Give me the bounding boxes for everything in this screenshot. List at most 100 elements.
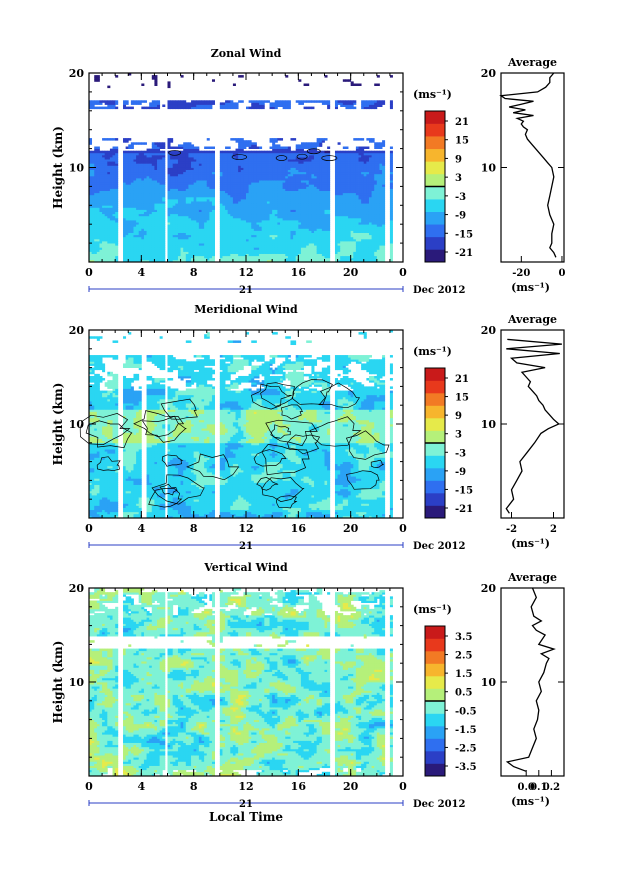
heatmap-cell xyxy=(154,178,158,181)
heatmap-cell xyxy=(172,241,176,244)
heatmap-cell xyxy=(167,224,171,227)
heatmap-cell xyxy=(227,188,231,191)
heatmap-cell xyxy=(172,180,176,183)
heatmap-cell xyxy=(204,173,208,177)
heatmap-cell xyxy=(91,249,95,252)
heatmap-cell xyxy=(248,163,252,166)
heatmap-cell xyxy=(248,228,252,231)
heatmap-cell xyxy=(227,215,231,219)
heatmap-cell xyxy=(251,249,255,252)
heatmap-cell xyxy=(230,180,234,183)
heatmap-cell xyxy=(96,102,100,105)
heatmap-cell xyxy=(246,209,250,212)
heatmap-cell xyxy=(89,220,93,223)
heatmap-cell xyxy=(238,205,242,208)
heatmap-cell xyxy=(89,167,93,170)
heatmap-cell xyxy=(219,154,223,158)
heatmap-cell xyxy=(94,201,98,204)
heatmap-cell xyxy=(115,154,119,158)
heatmap-cell xyxy=(91,255,95,259)
heatmap-cell xyxy=(123,159,127,162)
heatmap-cell xyxy=(151,75,155,78)
heatmap-cell xyxy=(243,154,247,158)
heatmap-cell xyxy=(149,259,153,263)
heatmap-cell xyxy=(248,253,252,257)
heatmap-cell xyxy=(125,188,129,191)
heatmap-cell xyxy=(227,241,231,244)
heatmap-cell xyxy=(170,232,174,236)
heatmap-cell xyxy=(172,222,176,225)
heatmap-cell xyxy=(177,186,181,189)
heatmap-cell xyxy=(159,173,163,177)
heatmap-cell xyxy=(94,77,98,80)
heatmap-cell xyxy=(180,243,184,246)
heatmap-cell xyxy=(204,232,208,236)
heatmap-cell xyxy=(172,247,176,250)
heatmap-cell xyxy=(185,245,189,248)
heatmap-cell xyxy=(130,102,134,105)
heatmap-cell xyxy=(146,213,150,217)
heatmap-cell xyxy=(259,150,263,154)
heatmap-cell xyxy=(154,196,158,200)
heatmap-cell xyxy=(143,255,147,259)
heatmap-cell xyxy=(104,163,108,166)
heatmap-cell xyxy=(230,203,234,206)
heatmap-cell xyxy=(219,228,223,231)
heatmap-cell xyxy=(193,171,197,175)
heatmap-cell xyxy=(149,157,153,160)
heatmap-cell xyxy=(123,238,127,242)
heatmap-cell xyxy=(175,211,179,215)
heatmap-cell xyxy=(162,255,166,259)
heatmap-cell xyxy=(198,102,202,105)
heatmap-cell xyxy=(175,169,179,173)
heatmap-cell xyxy=(91,238,95,242)
heatmap-cell xyxy=(112,259,116,263)
heatmap-cell xyxy=(130,207,134,210)
heatmap-cell xyxy=(123,190,127,194)
heatmap-cell xyxy=(193,238,197,242)
heatmap-cell xyxy=(99,184,103,187)
heatmap-cell xyxy=(246,188,250,191)
heatmap-cell xyxy=(112,213,116,217)
heatmap-cell xyxy=(253,106,257,110)
heatmap-cell xyxy=(230,217,234,221)
heatmap-cell xyxy=(151,190,155,194)
heatmap-cell xyxy=(143,232,147,236)
heatmap-cell xyxy=(235,253,239,257)
heatmap-cell xyxy=(238,259,242,263)
heatmap-cell xyxy=(146,180,150,183)
heatmap-cell xyxy=(162,211,166,215)
heatmap-cell xyxy=(130,232,134,236)
heatmap-cell xyxy=(151,167,155,170)
heatmap-cell xyxy=(251,163,255,166)
heatmap-cell xyxy=(170,217,174,221)
heatmap-cell xyxy=(219,213,223,217)
heatmap-cell xyxy=(138,178,142,181)
heatmap-cell xyxy=(225,238,229,242)
heatmap-cell xyxy=(185,163,189,166)
heatmap-cell xyxy=(115,184,119,187)
heatmap-cell xyxy=(180,220,184,223)
heatmap-cell xyxy=(238,199,242,202)
heatmap-cell xyxy=(211,220,215,223)
heatmap-cell xyxy=(175,199,179,202)
heatmap-cell xyxy=(170,245,174,248)
heatmap-cell xyxy=(193,102,197,105)
heatmap-cell xyxy=(230,211,234,215)
heatmap-cell xyxy=(96,228,100,231)
heatmap-cell xyxy=(188,247,192,250)
heatmap-cell xyxy=(154,175,158,179)
heatmap-cell xyxy=(206,190,210,194)
heatmap-cell xyxy=(133,178,137,181)
heatmap-cell xyxy=(128,150,132,154)
heatmap-cell xyxy=(151,148,155,152)
heatmap-cell xyxy=(266,100,270,103)
heatmap-cell xyxy=(206,186,210,189)
heatmap-cell xyxy=(136,217,140,221)
heatmap-cell xyxy=(141,211,145,215)
heatmap-cell xyxy=(191,226,195,229)
heatmap-cell xyxy=(211,251,215,254)
heatmap-cell xyxy=(177,224,181,227)
heatmap-cell xyxy=(282,100,286,103)
heatmap-cell xyxy=(146,217,150,221)
